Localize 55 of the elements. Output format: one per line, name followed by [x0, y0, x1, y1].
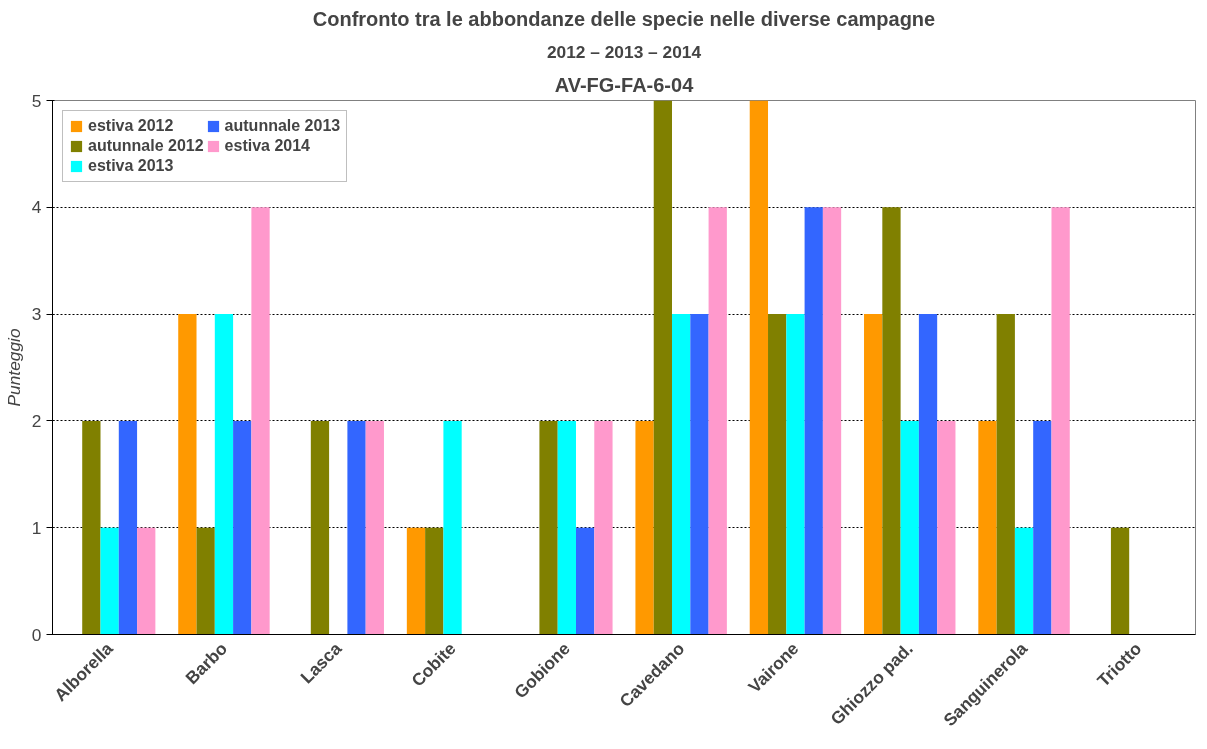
bar: [365, 420, 384, 635]
chart-title: AV-FG-FA-6-04: [554, 73, 695, 96]
y-axis-title: Punteggio: [3, 328, 24, 407]
bar: [822, 207, 842, 635]
bar: [310, 420, 330, 635]
bar: [882, 207, 901, 635]
bar: [594, 420, 613, 635]
bar: [82, 420, 101, 635]
y-tick-label: 3: [31, 304, 42, 325]
bar: [233, 420, 252, 635]
bar: [653, 100, 673, 635]
bar: [768, 314, 787, 635]
bar: [708, 207, 727, 635]
bar: [672, 314, 691, 635]
bar: [937, 420, 956, 635]
legend-label: estiva 2012: [88, 117, 174, 135]
y-tick-label: 5: [31, 90, 42, 111]
bar: [804, 207, 823, 635]
bar: [118, 420, 138, 635]
text: 2012 – 2013 – 2014: [546, 41, 702, 62]
bar: [690, 314, 709, 635]
bar: [178, 314, 197, 635]
bar: [214, 314, 234, 635]
bar: [425, 527, 444, 635]
bar: [251, 207, 270, 635]
bar: [1014, 527, 1034, 635]
legend-label: estiva 2014: [224, 137, 311, 155]
legend-label: estiva 2013: [88, 157, 174, 175]
y-tick-label: 4: [31, 197, 42, 218]
bar: [749, 100, 769, 635]
bar: [978, 420, 997, 635]
bar: [406, 527, 426, 635]
bar: [1033, 420, 1052, 635]
bar: [1051, 207, 1070, 635]
bar: [918, 314, 938, 635]
bar: [996, 314, 1015, 635]
bar: [100, 527, 119, 635]
bar: [1110, 527, 1130, 635]
legend-label: autunnale 2013: [224, 117, 341, 135]
bar: [900, 420, 919, 635]
bar: [137, 527, 156, 635]
y-tick-label: 1: [31, 517, 42, 538]
bar: [443, 420, 462, 635]
bar: [635, 420, 654, 635]
bar: [557, 420, 576, 635]
y-tick-label: 2: [31, 410, 42, 431]
bar: [347, 420, 366, 635]
bar: [539, 420, 558, 635]
legend-label: autunnale 2012: [88, 137, 204, 155]
y-tick-label: 0: [31, 624, 42, 645]
bar: [864, 314, 883, 635]
bar: [786, 314, 805, 635]
bar: [575, 527, 595, 635]
chart-subtitle: Confronto tra le abbondanze delle specie nelle diverse campagne: [312, 7, 936, 30]
bar: [196, 527, 215, 635]
